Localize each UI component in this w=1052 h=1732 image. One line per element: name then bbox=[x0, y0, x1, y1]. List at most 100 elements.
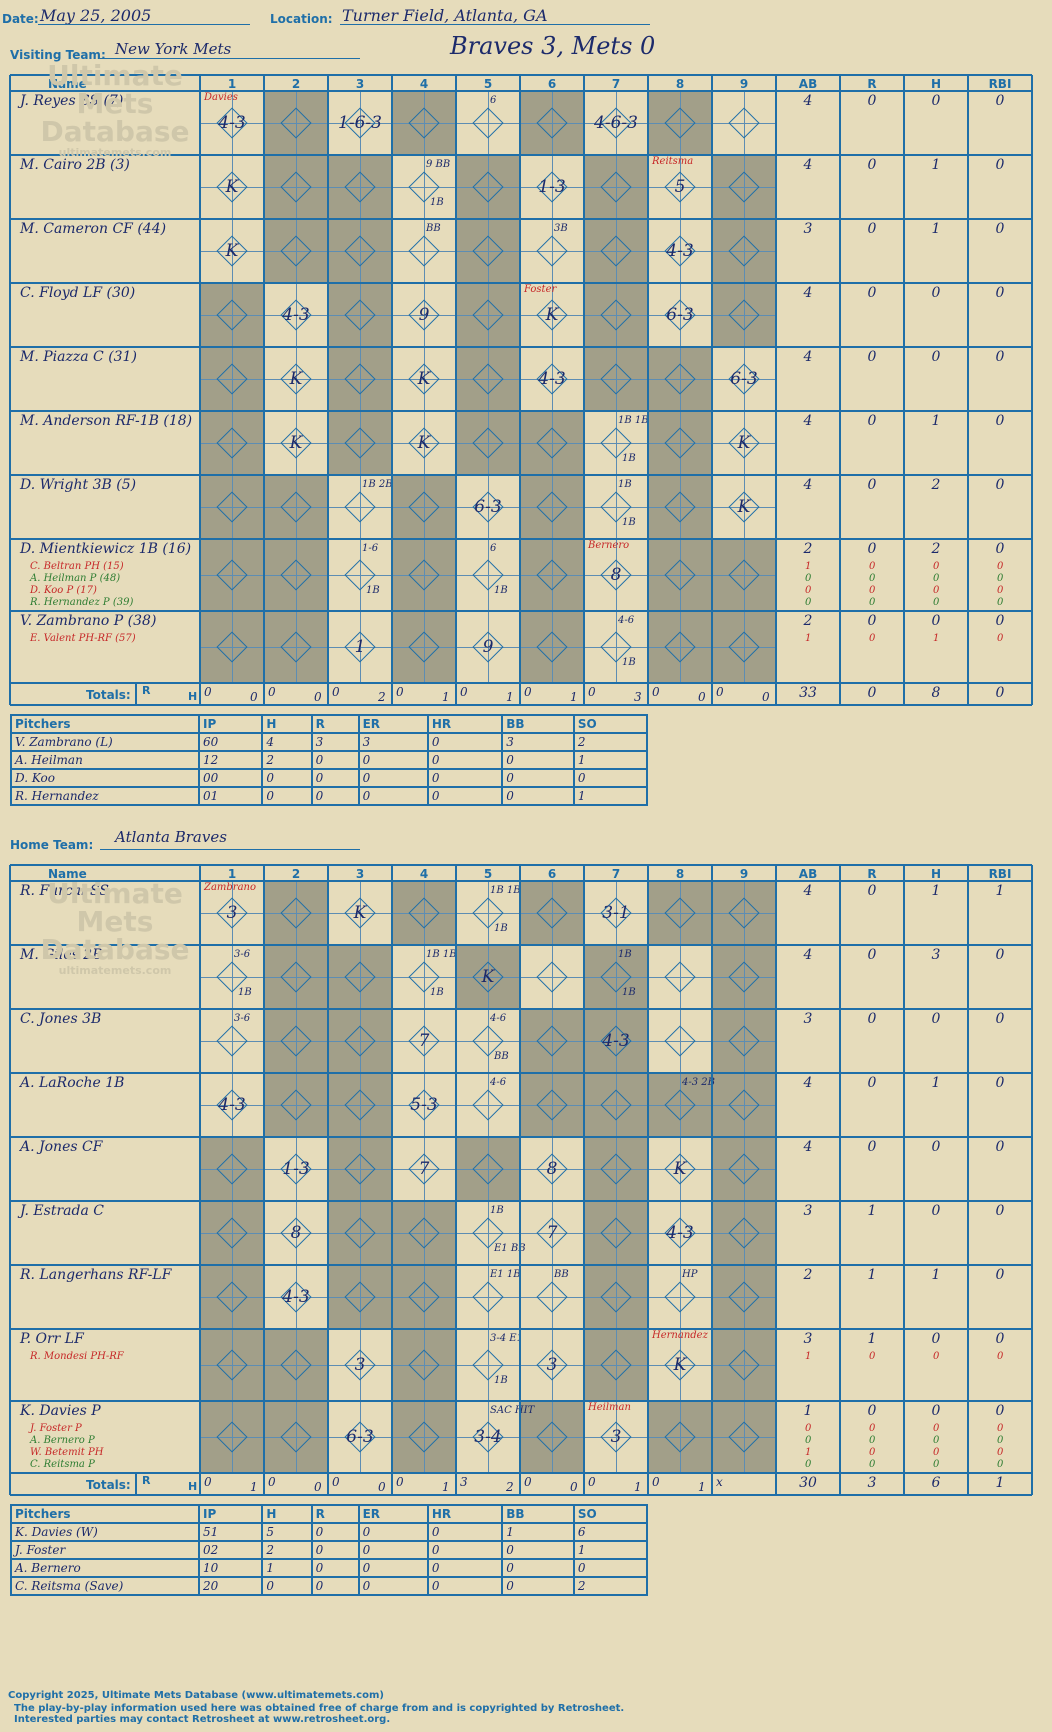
cell-line bbox=[680, 91, 681, 155]
pitching-cell: 0 bbox=[310, 1540, 360, 1560]
pitching-header: BB bbox=[501, 714, 575, 734]
play-result: 4-3 bbox=[282, 305, 310, 325]
grid-vline bbox=[135, 1473, 137, 1495]
base-diamond bbox=[472, 107, 504, 139]
retrosheet-line: The play-by-play information used here w… bbox=[14, 1703, 625, 1714]
sub-stat: 0 bbox=[997, 1459, 1004, 1470]
base-diamond bbox=[216, 1025, 248, 1057]
cell-line bbox=[296, 155, 297, 219]
player-stat: 0 bbox=[931, 93, 941, 109]
cell-line bbox=[424, 155, 425, 219]
inning-runs: 0 bbox=[588, 685, 596, 699]
grid-hline bbox=[10, 90, 1032, 92]
pitching-cell: 0 bbox=[310, 768, 360, 788]
inning-runs: 0 bbox=[460, 685, 468, 699]
player-name: M. Giles 2B bbox=[20, 947, 103, 963]
sub-player: A. Bernero P bbox=[30, 1435, 95, 1446]
cell-line bbox=[424, 475, 425, 539]
pitching-header: ER bbox=[357, 714, 429, 734]
cell-line bbox=[424, 283, 425, 347]
base-note: HP bbox=[682, 1269, 698, 1280]
grid-vline bbox=[455, 865, 457, 1495]
base-diamond bbox=[664, 1281, 696, 1313]
team-total: 30 bbox=[799, 1475, 817, 1491]
sub-stat: 0 bbox=[869, 1435, 876, 1446]
cell-line bbox=[296, 1009, 297, 1073]
cell-line bbox=[488, 945, 489, 1009]
col-header-inning: 2 bbox=[291, 77, 301, 91]
inning-runs: 0 bbox=[204, 685, 212, 699]
pitching-cell: 01 bbox=[197, 786, 264, 806]
pitching-cell: 0 bbox=[426, 1540, 504, 1560]
cell-line bbox=[232, 219, 233, 283]
play-result: 4-3 bbox=[666, 241, 694, 261]
col-header-inning: 1 bbox=[227, 867, 237, 881]
inning-hits: 1 bbox=[570, 690, 578, 704]
inning-hits: 0 bbox=[698, 690, 706, 704]
cell-line bbox=[296, 1201, 297, 1265]
sub-player: W. Betemit PH bbox=[30, 1447, 104, 1458]
cell-line bbox=[232, 1329, 233, 1401]
inning-hits: 0 bbox=[378, 1480, 386, 1494]
cell-line bbox=[680, 475, 681, 539]
cell-line bbox=[360, 219, 361, 283]
cell-line bbox=[424, 411, 425, 475]
player-stat: 2 bbox=[931, 541, 941, 557]
cell-line bbox=[232, 475, 233, 539]
player-stat: 0 bbox=[867, 93, 877, 109]
player-stat: 0 bbox=[867, 1139, 877, 1155]
pitching-cell: 0 bbox=[426, 1576, 504, 1596]
sub-stat: 0 bbox=[805, 585, 812, 596]
sub-stat: 0 bbox=[869, 573, 876, 584]
cell-line bbox=[744, 283, 745, 347]
pitching-header: SO bbox=[572, 1504, 649, 1524]
cell-line bbox=[488, 347, 489, 411]
player-stat: 1 bbox=[931, 413, 941, 429]
cell-line bbox=[488, 1073, 489, 1137]
cell-line bbox=[616, 1401, 617, 1473]
play-result: 8 bbox=[610, 565, 622, 585]
cell-line bbox=[488, 539, 489, 611]
pitching-cell: 5 bbox=[261, 1522, 313, 1542]
pitching-header: HR bbox=[426, 1504, 504, 1524]
cell-line bbox=[680, 411, 681, 475]
inning-runs: 0 bbox=[524, 685, 532, 699]
player-stat: 2 bbox=[803, 613, 813, 629]
inning-runs: 0 bbox=[396, 1475, 404, 1489]
pitching-cell: 3 bbox=[501, 732, 575, 752]
grid-hline bbox=[10, 1008, 1032, 1010]
grid-vline bbox=[263, 75, 265, 705]
grid-hline bbox=[10, 154, 1032, 156]
cell-line bbox=[744, 411, 745, 475]
play-result: 6-3 bbox=[666, 305, 694, 325]
sub-stat: 0 bbox=[997, 597, 1004, 608]
copyright-line: Copyright 2025, Ultimate Mets Database (… bbox=[8, 1690, 384, 1701]
cell-line bbox=[424, 347, 425, 411]
pitching-cell: 0 bbox=[426, 1522, 504, 1542]
cell-line bbox=[616, 1329, 617, 1401]
totals-r-label: R bbox=[142, 1474, 151, 1487]
play-result: K bbox=[353, 903, 367, 923]
pitching-cell: K. Davies (W) bbox=[10, 1522, 200, 1542]
pitching-cell: 0 bbox=[572, 1558, 649, 1578]
cell-line bbox=[296, 219, 297, 283]
play-result: K bbox=[737, 433, 751, 453]
player-stat: 0 bbox=[867, 413, 877, 429]
cell-line bbox=[616, 1201, 617, 1265]
player-name: K. Davies P bbox=[20, 1403, 101, 1419]
pitching-cell: 12 bbox=[197, 750, 264, 770]
player-stat: 0 bbox=[931, 1331, 941, 1347]
play-result: 3 bbox=[546, 1355, 558, 1375]
player-stat: 0 bbox=[931, 349, 941, 365]
player-stat: 0 bbox=[867, 1075, 877, 1091]
col-header-stat: H bbox=[930, 77, 942, 91]
play-result: 1-3 bbox=[538, 177, 566, 197]
sub-stat: 1 bbox=[805, 1351, 812, 1362]
cell-line bbox=[680, 1329, 681, 1401]
grid-vline bbox=[391, 865, 393, 1495]
cell-line bbox=[424, 945, 425, 1009]
col-header-inning: 1 bbox=[227, 77, 237, 91]
player-stat: 0 bbox=[995, 1075, 1005, 1091]
grid-hline bbox=[10, 864, 1032, 866]
watermark-url: ultimatemets.com bbox=[58, 964, 172, 977]
